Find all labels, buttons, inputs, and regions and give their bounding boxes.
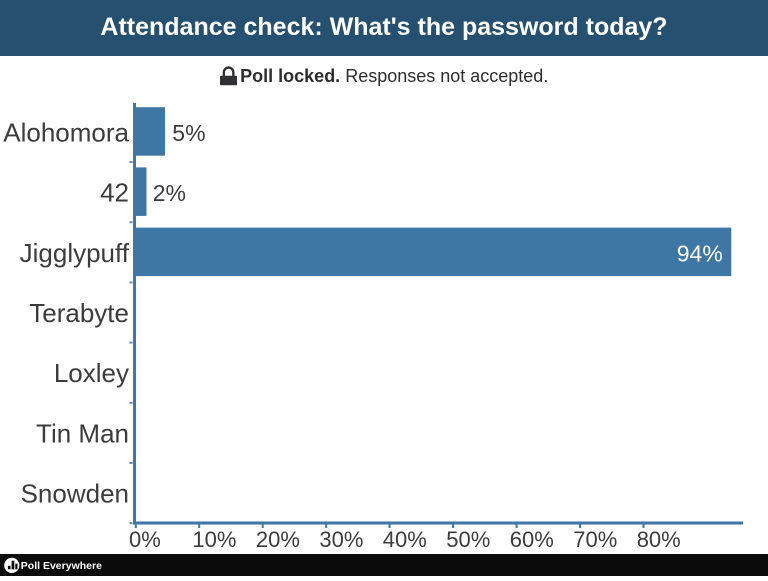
svg-text:Snowden: Snowden <box>21 479 129 509</box>
svg-text:Tin Man: Tin Man <box>36 418 129 448</box>
svg-text:70%: 70% <box>573 527 617 552</box>
svg-text:50%: 50% <box>446 527 490 552</box>
svg-text:Poll Everywhere: Poll Everywhere <box>21 560 102 572</box>
svg-text:10%: 10% <box>192 527 236 552</box>
svg-text:80%: 80% <box>637 527 681 552</box>
svg-text:Alohomora: Alohomora <box>3 117 129 147</box>
svg-text:20%: 20% <box>256 527 300 552</box>
svg-text:Loxley: Loxley <box>54 358 129 388</box>
svg-text:40%: 40% <box>383 527 427 552</box>
svg-text:2%: 2% <box>153 180 186 206</box>
svg-text:94%: 94% <box>677 240 723 266</box>
svg-text:30%: 30% <box>319 527 363 552</box>
svg-text:Terabyte: Terabyte <box>29 298 129 328</box>
svg-text:60%: 60% <box>510 527 554 552</box>
svg-text:5%: 5% <box>172 120 205 146</box>
svg-text:0%: 0% <box>129 527 161 552</box>
svg-text:42: 42 <box>100 178 129 208</box>
svg-text:Jigglypuff: Jigglypuff <box>20 238 130 268</box>
